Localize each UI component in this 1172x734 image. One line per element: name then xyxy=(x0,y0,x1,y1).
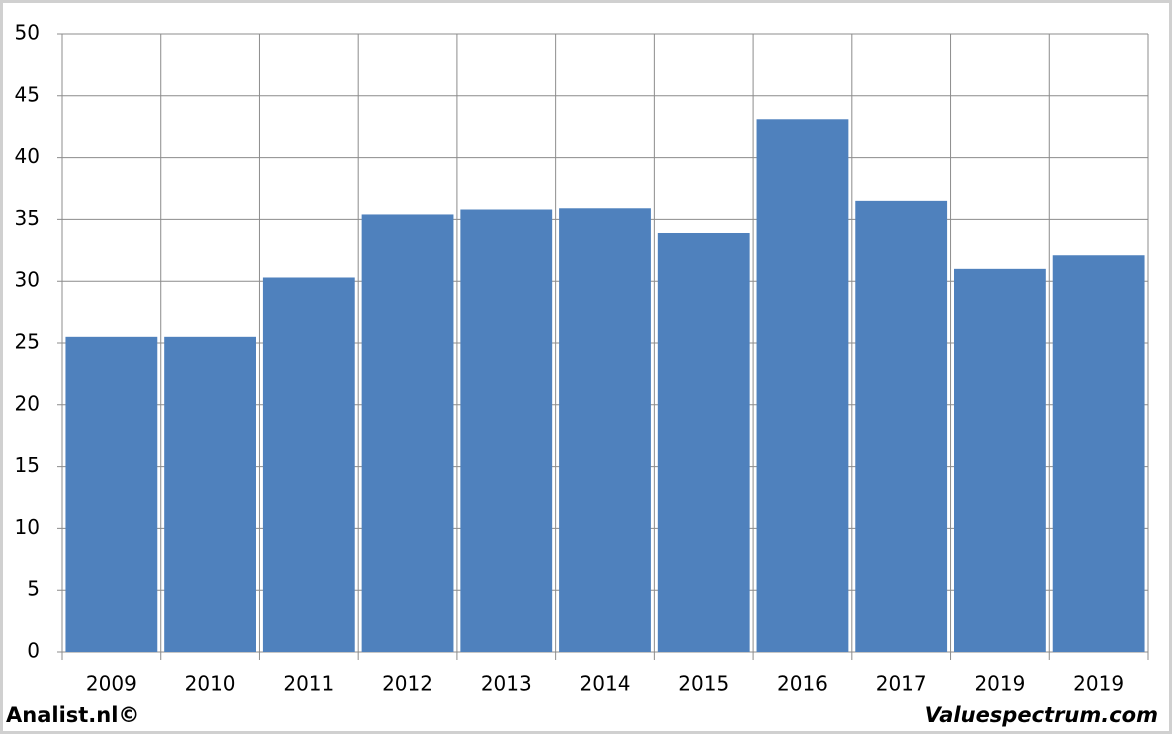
x-tick-label: 2011 xyxy=(283,672,334,696)
y-tick-label: 20 xyxy=(15,391,40,415)
y-tick-label: 45 xyxy=(15,82,40,106)
x-tick-label: 2013 xyxy=(481,672,532,696)
x-tick-label: 2009 xyxy=(86,672,137,696)
x-tick-label: 2017 xyxy=(876,672,927,696)
x-tick-label: 2010 xyxy=(185,672,236,696)
y-tick-label: 10 xyxy=(15,515,40,539)
x-tick-label: 2012 xyxy=(382,672,433,696)
x-tick-label: 2016 xyxy=(777,672,828,696)
y-tick-label: 50 xyxy=(15,21,40,45)
bar xyxy=(1052,255,1145,652)
bar xyxy=(460,209,553,652)
x-tick-label: 2014 xyxy=(580,672,631,696)
x-tick-label: 2019 xyxy=(1073,672,1124,696)
y-tick-label: 25 xyxy=(15,330,40,354)
y-tick-label: 5 xyxy=(27,577,40,601)
bar xyxy=(361,214,454,652)
bar xyxy=(954,268,1046,652)
footer-left: Analist.nl© xyxy=(6,703,139,727)
y-tick-label: 40 xyxy=(15,144,40,168)
bar xyxy=(164,336,256,652)
x-tick-label: 2019 xyxy=(974,672,1025,696)
y-tick-label: 15 xyxy=(15,453,40,477)
x-tick-label: 2015 xyxy=(678,672,729,696)
bar xyxy=(657,232,750,652)
bar xyxy=(65,336,158,652)
bar xyxy=(855,200,948,653)
y-tick-label: 30 xyxy=(15,268,40,292)
bar xyxy=(262,277,355,652)
bar xyxy=(756,119,849,652)
bar xyxy=(559,208,651,652)
footer-right: Valuespectrum.com xyxy=(925,703,1158,727)
y-tick-label: 35 xyxy=(15,206,40,230)
y-tick-label: 0 xyxy=(27,639,40,663)
